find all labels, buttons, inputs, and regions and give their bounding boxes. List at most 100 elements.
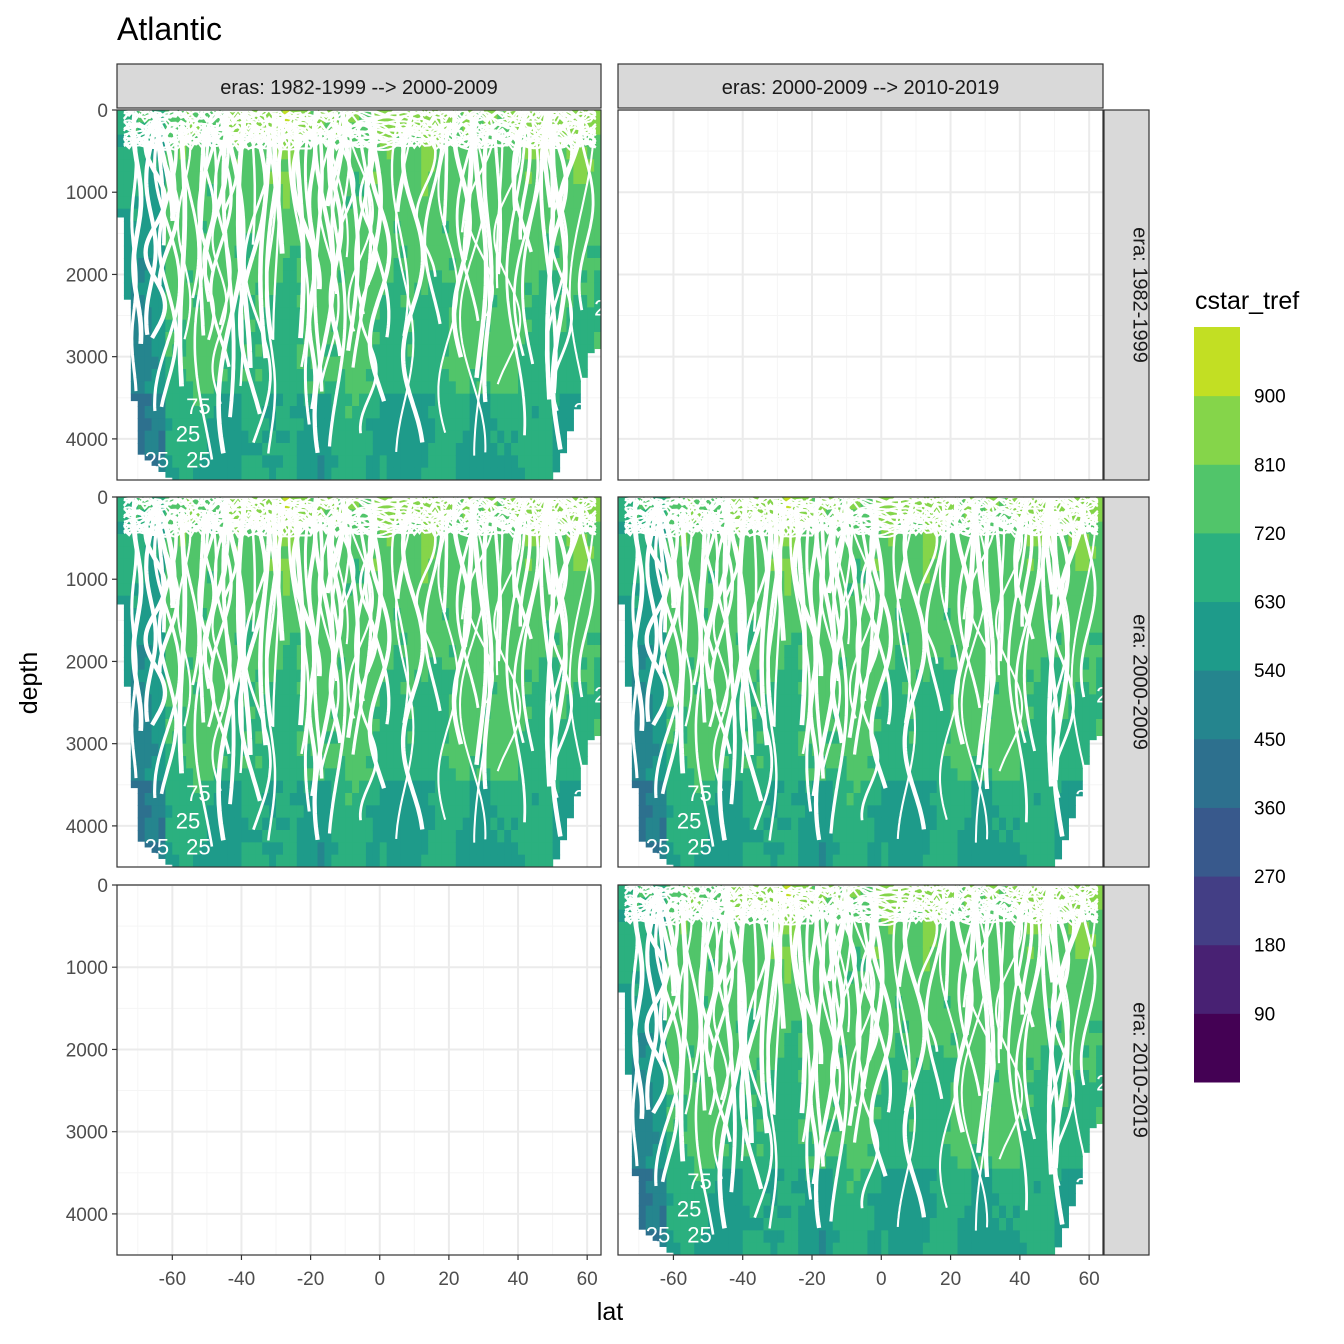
contour-cell — [428, 245, 436, 259]
contour-cell — [728, 608, 737, 621]
contour-cell — [227, 632, 236, 646]
contour-cell — [324, 719, 332, 732]
contour-cell — [165, 196, 173, 210]
contour-line — [176, 499, 192, 727]
contour-cell — [490, 842, 498, 856]
contour-cell — [338, 159, 346, 173]
contour-cell — [594, 657, 601, 671]
contour-cell — [652, 830, 661, 843]
contour-cell — [227, 171, 236, 185]
contour-cell — [386, 196, 395, 210]
contour-cell — [518, 830, 526, 843]
contour-cell — [421, 270, 429, 284]
contour-cell — [123, 595, 132, 609]
contour-cell — [359, 571, 367, 584]
contour-cell — [545, 406, 554, 419]
contour-cell — [186, 842, 194, 856]
contour-cell — [414, 694, 422, 708]
contour-cell — [345, 455, 353, 469]
contour-cell — [296, 793, 305, 806]
contour-cell — [687, 854, 695, 867]
contour-cell — [400, 608, 408, 621]
contour-cell — [566, 184, 574, 197]
contour-cell — [179, 319, 187, 333]
contour-cell — [379, 184, 388, 197]
contour-cell — [594, 694, 601, 708]
contour-cell — [687, 830, 695, 843]
contour-cell — [435, 731, 443, 745]
contour-cell — [234, 418, 243, 432]
contour-cell — [234, 406, 243, 419]
contour-cell — [165, 406, 173, 419]
contour-cell — [701, 608, 709, 621]
contour-cell — [441, 270, 450, 284]
contour-cell — [455, 208, 464, 222]
contour-cell — [158, 817, 166, 831]
contour-cell — [282, 455, 291, 469]
contour-cell — [289, 731, 298, 745]
contour-cell — [151, 332, 160, 345]
contour-cell — [538, 406, 547, 419]
contour-cell — [303, 159, 312, 173]
contour-cell — [331, 245, 339, 259]
contour-line — [123, 110, 597, 125]
contour-cell — [524, 455, 533, 469]
contour-cell — [476, 756, 485, 769]
contour-cell — [393, 258, 402, 271]
contour-cell — [352, 184, 360, 197]
contour-cell — [359, 369, 367, 382]
contour-cell — [220, 418, 229, 432]
contour-cell — [524, 571, 533, 584]
contour-cell — [123, 497, 132, 510]
contour-cell — [359, 393, 367, 407]
contour-cell — [421, 756, 429, 769]
contour-cell — [179, 793, 187, 806]
contour-cell — [504, 497, 512, 510]
contour-cell — [441, 682, 450, 695]
contour-cell — [455, 768, 464, 782]
contour-cell — [538, 756, 547, 769]
contour-cell — [518, 455, 526, 469]
contour-cell — [241, 817, 249, 831]
contour-cell — [303, 817, 312, 831]
contour-cell — [504, 608, 512, 621]
contour-cell — [680, 743, 688, 757]
contour-cell — [673, 669, 681, 683]
contour-cell — [193, 196, 201, 210]
contour-cell — [524, 694, 533, 708]
contour-line — [143, 506, 168, 726]
contour-cell — [735, 830, 744, 843]
contour-cell — [317, 793, 326, 806]
contour-cell — [338, 583, 346, 597]
contour-cell — [566, 356, 574, 370]
contour-cell — [276, 295, 284, 308]
contour-cell — [441, 657, 450, 671]
contour-cell — [372, 171, 381, 185]
contour-cell — [289, 406, 298, 419]
contour-cell — [701, 805, 709, 819]
contour-cell — [206, 632, 215, 646]
contour-cell — [331, 694, 339, 708]
contour-cell — [421, 743, 429, 757]
contour-cell — [338, 780, 346, 794]
contour-cell — [317, 694, 326, 708]
contour-cell — [545, 595, 554, 609]
contour-cell — [490, 393, 498, 407]
contour-cell — [421, 307, 429, 321]
contour-cell — [407, 657, 415, 671]
contour-cell — [324, 270, 332, 284]
contour-cell — [715, 817, 723, 831]
contour-cell — [234, 332, 243, 345]
contour-cell — [448, 817, 457, 831]
contour-cell — [476, 780, 485, 794]
contour-cell — [220, 369, 229, 382]
contour-cell — [303, 467, 312, 480]
contour-cell — [552, 546, 561, 560]
contour-cell — [701, 817, 709, 831]
contour-cell — [393, 307, 402, 321]
contour-cell — [631, 719, 640, 732]
contour-cell — [179, 854, 187, 867]
contour-cell — [594, 719, 601, 732]
contour-cell — [421, 571, 429, 584]
contour-cell — [186, 645, 194, 658]
